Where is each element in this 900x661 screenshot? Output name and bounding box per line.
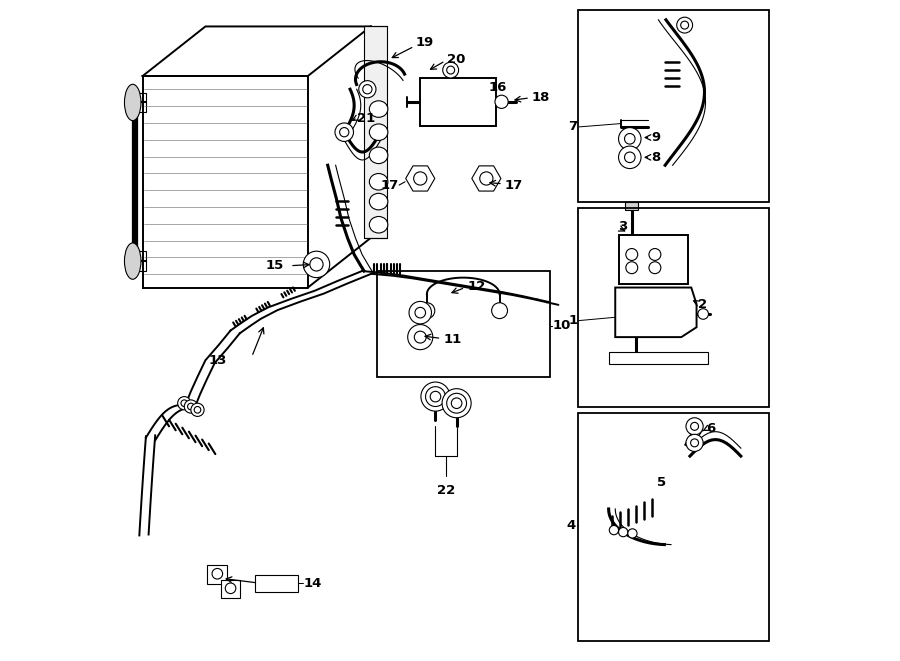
Circle shape xyxy=(177,397,191,410)
Circle shape xyxy=(421,382,450,411)
Text: 9: 9 xyxy=(652,131,661,144)
Text: 4: 4 xyxy=(566,519,576,532)
Bar xyxy=(255,575,298,592)
Ellipse shape xyxy=(369,216,388,233)
Ellipse shape xyxy=(369,100,388,118)
Bar xyxy=(578,208,770,407)
Circle shape xyxy=(443,62,459,78)
Circle shape xyxy=(677,17,693,33)
Ellipse shape xyxy=(369,193,388,210)
Circle shape xyxy=(184,400,197,413)
Bar xyxy=(626,202,638,210)
Bar xyxy=(578,10,770,202)
Bar xyxy=(618,235,688,284)
Circle shape xyxy=(618,146,641,169)
Ellipse shape xyxy=(124,85,141,121)
Circle shape xyxy=(618,128,641,150)
Ellipse shape xyxy=(369,147,388,163)
Circle shape xyxy=(649,249,661,260)
Text: 19: 19 xyxy=(416,36,434,49)
Circle shape xyxy=(626,249,638,260)
Bar xyxy=(220,580,240,598)
Circle shape xyxy=(409,301,431,324)
Text: 5: 5 xyxy=(657,476,666,489)
Ellipse shape xyxy=(369,174,388,190)
Text: 21: 21 xyxy=(357,112,375,126)
Ellipse shape xyxy=(124,243,141,279)
Bar xyxy=(420,78,496,126)
Circle shape xyxy=(698,309,708,319)
Text: 16: 16 xyxy=(489,81,507,95)
Circle shape xyxy=(225,583,236,594)
Text: 13: 13 xyxy=(208,354,227,367)
Circle shape xyxy=(626,262,638,274)
Circle shape xyxy=(628,529,637,538)
Circle shape xyxy=(191,403,204,416)
Circle shape xyxy=(618,527,628,537)
Circle shape xyxy=(649,262,661,274)
Polygon shape xyxy=(406,166,435,191)
Bar xyxy=(608,352,707,364)
Circle shape xyxy=(418,303,435,319)
Circle shape xyxy=(686,434,703,451)
Text: 22: 22 xyxy=(436,484,455,497)
Text: 10: 10 xyxy=(553,319,571,332)
Text: 11: 11 xyxy=(444,333,462,346)
Text: 17: 17 xyxy=(504,178,523,192)
Bar xyxy=(377,271,551,377)
Circle shape xyxy=(442,389,472,418)
Text: 6: 6 xyxy=(706,422,716,435)
Circle shape xyxy=(495,95,508,108)
Circle shape xyxy=(303,251,329,278)
Ellipse shape xyxy=(369,124,388,140)
Bar xyxy=(364,26,387,238)
Text: 15: 15 xyxy=(266,259,284,272)
Text: 1: 1 xyxy=(569,314,578,327)
Text: 17: 17 xyxy=(380,178,399,192)
Circle shape xyxy=(359,81,376,98)
Circle shape xyxy=(686,418,703,435)
Polygon shape xyxy=(472,166,501,191)
Polygon shape xyxy=(616,288,697,337)
Text: 8: 8 xyxy=(652,151,661,164)
Circle shape xyxy=(491,303,508,319)
Text: 12: 12 xyxy=(468,280,486,293)
Circle shape xyxy=(609,525,618,535)
Bar xyxy=(207,565,227,584)
Circle shape xyxy=(212,568,222,579)
Text: 14: 14 xyxy=(303,576,321,590)
Text: 20: 20 xyxy=(446,53,465,66)
Circle shape xyxy=(335,123,354,141)
Text: 3: 3 xyxy=(618,219,628,233)
Bar xyxy=(578,413,770,641)
Text: 2: 2 xyxy=(698,297,707,311)
Text: 7: 7 xyxy=(569,120,578,134)
Circle shape xyxy=(408,325,433,350)
Text: 18: 18 xyxy=(531,91,550,104)
